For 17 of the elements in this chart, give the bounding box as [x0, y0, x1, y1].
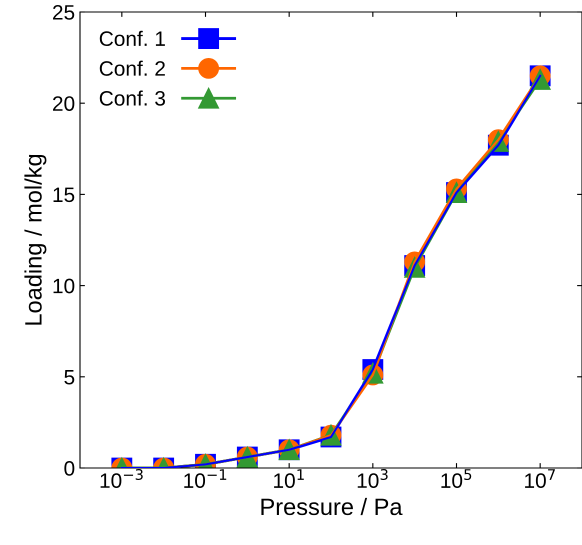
x-axis-title: Pressure / Pa: [261, 498, 403, 516]
y-tick-label: 25: [53, 5, 74, 20]
legend-label: Conf. 3: [100, 90, 166, 106]
x-tick-label: 10$^{3}$: [358, 469, 388, 488]
x-tick-label: 10$^{1}$: [274, 469, 304, 488]
y-tick-label: 10: [54, 278, 74, 294]
x-tick-label: 10$^{5}$: [441, 469, 472, 488]
x-tick-label: 10$^{−1}$: [184, 469, 226, 488]
y-tick-label: 5: [64, 370, 74, 385]
y-tick-label: 20: [53, 96, 74, 111]
y-axis-title: Loading / mol/kg: [24, 154, 46, 325]
x-tick-label: 10$^{7}$: [525, 469, 555, 488]
x-tick-label: 10$^{−3}$: [100, 469, 143, 488]
y-tick-label: 15: [54, 188, 74, 202]
y-tick-label: 0: [64, 461, 74, 476]
legend-label: Conf. 1: [100, 30, 165, 46]
legend-label: Conf. 2: [100, 60, 165, 76]
